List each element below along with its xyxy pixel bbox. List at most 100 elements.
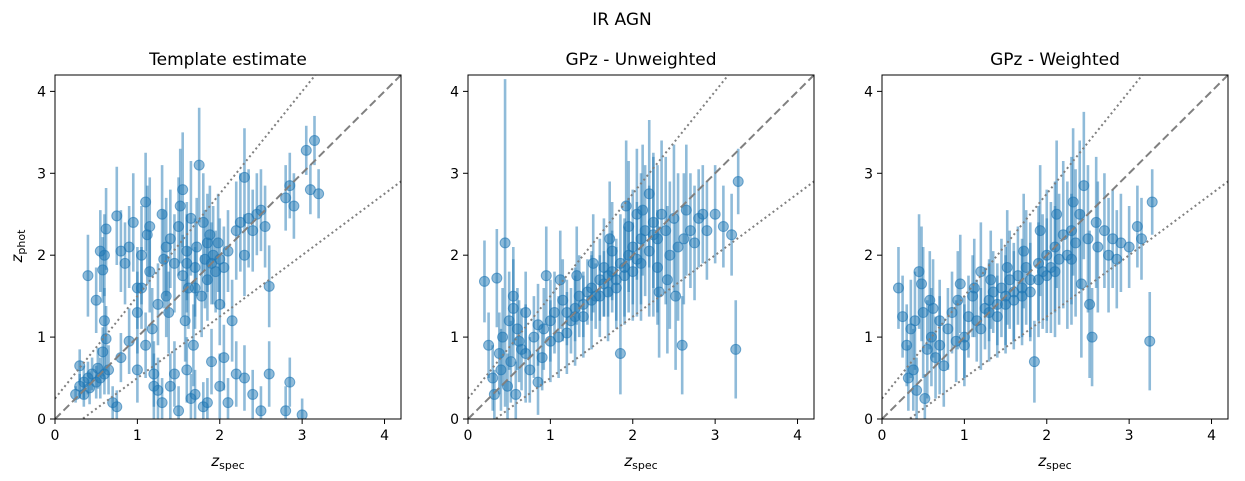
data-point (1075, 278, 1087, 290)
one-to-one-line (55, 75, 401, 419)
data-point (491, 272, 503, 284)
data-point (158, 253, 170, 265)
x-tick-label: 4 (380, 428, 389, 444)
data-point (511, 323, 523, 335)
data-point (507, 290, 519, 302)
data-point (185, 393, 197, 405)
data-point (92, 362, 104, 374)
plot-contents (468, 75, 814, 419)
data-point (726, 229, 738, 241)
data-point (897, 311, 909, 323)
data-point (487, 372, 499, 384)
data-point (921, 343, 933, 355)
data-point (968, 282, 980, 294)
data-point (1074, 208, 1086, 220)
plot-area: 0 1 2 3 4 0 1 2 3 4 (450, 74, 815, 444)
data-point (300, 144, 312, 156)
data-point (296, 409, 308, 419)
data-point (146, 323, 158, 335)
x-axis-label: zspec (1037, 452, 1071, 472)
data-point (549, 307, 560, 319)
data-point (1082, 233, 1094, 245)
data-point (557, 294, 569, 306)
outlier-bound-line (493, 180, 814, 419)
data-point (173, 221, 185, 233)
data-point (730, 343, 742, 355)
data-point (1001, 261, 1013, 273)
data-point (587, 257, 599, 269)
panel-gpz-weighted: GPz - Weighted 0 1 2 3 4 0 1 2 3 4 zspec (864, 50, 1229, 472)
data-point (975, 266, 987, 278)
data-point (263, 280, 275, 292)
data-point (670, 290, 682, 302)
data-point (643, 188, 655, 200)
data-point (259, 221, 271, 233)
x-tick-label: 3 (711, 428, 720, 444)
data-point (177, 270, 189, 282)
data-point (497, 331, 509, 343)
data-point (660, 225, 672, 237)
y-tick-label: 4 (864, 84, 873, 100)
data-point (651, 261, 663, 273)
data-point (148, 368, 160, 380)
data-point (201, 274, 213, 286)
figure-suptitle: IR AGN (592, 10, 651, 30)
x-axis-label: zspec (210, 452, 244, 472)
data-point (1144, 335, 1156, 347)
y-tick-label: 0 (450, 412, 459, 428)
y-tick-label: 1 (864, 330, 873, 346)
data-point (313, 188, 325, 200)
y-tick-label: 2 (864, 248, 873, 264)
data-point (90, 294, 102, 306)
data-point (493, 347, 505, 359)
outlier-bound-line (80, 180, 401, 419)
data-point (189, 282, 201, 294)
data-point (82, 270, 94, 282)
data-point (606, 245, 618, 257)
data-point (168, 257, 180, 269)
data-point (160, 241, 172, 253)
data-point (100, 333, 112, 345)
x-tick-label: 2 (1042, 428, 1051, 444)
data-point (74, 360, 86, 372)
data-point (656, 208, 668, 220)
data-point (892, 282, 904, 294)
data-point (520, 307, 532, 319)
data-point (238, 372, 250, 384)
data-point (98, 315, 110, 327)
outlier-bound-line (468, 75, 730, 400)
data-point (196, 290, 208, 302)
data-point (678, 233, 690, 245)
data-point (495, 364, 507, 376)
y-tick-label: 1 (37, 330, 46, 346)
x-tick-label: 0 (464, 428, 473, 444)
data-point (140, 339, 152, 351)
data-point (131, 364, 143, 376)
data-point (140, 196, 152, 208)
panel-title: Template estimate (148, 50, 307, 70)
data-point (201, 397, 213, 409)
data-point (1146, 196, 1158, 208)
data-point (975, 323, 987, 335)
outlier-bound-line (55, 75, 317, 400)
data-point (604, 233, 616, 245)
x-tick-label: 1 (546, 428, 555, 444)
data-point (954, 278, 966, 290)
data-point (627, 241, 639, 253)
data-point (1012, 270, 1024, 282)
panel-title: GPz - Weighted (990, 50, 1120, 70)
x-tick-label: 3 (298, 428, 307, 444)
data-point (1067, 196, 1079, 208)
data-point (1084, 298, 1096, 310)
panel-template-estimate: Template estimate 0 1 2 3 4 0 1 2 3 4 zspec zphot (8, 50, 402, 472)
data-point (187, 339, 199, 351)
data-point (689, 237, 701, 249)
data-point (577, 311, 589, 323)
y-tick-label: 2 (450, 248, 459, 264)
plot-contents (882, 75, 1228, 419)
data-point (664, 249, 676, 261)
data-point (709, 208, 721, 220)
data-point (156, 208, 168, 220)
data-point (1041, 270, 1053, 282)
